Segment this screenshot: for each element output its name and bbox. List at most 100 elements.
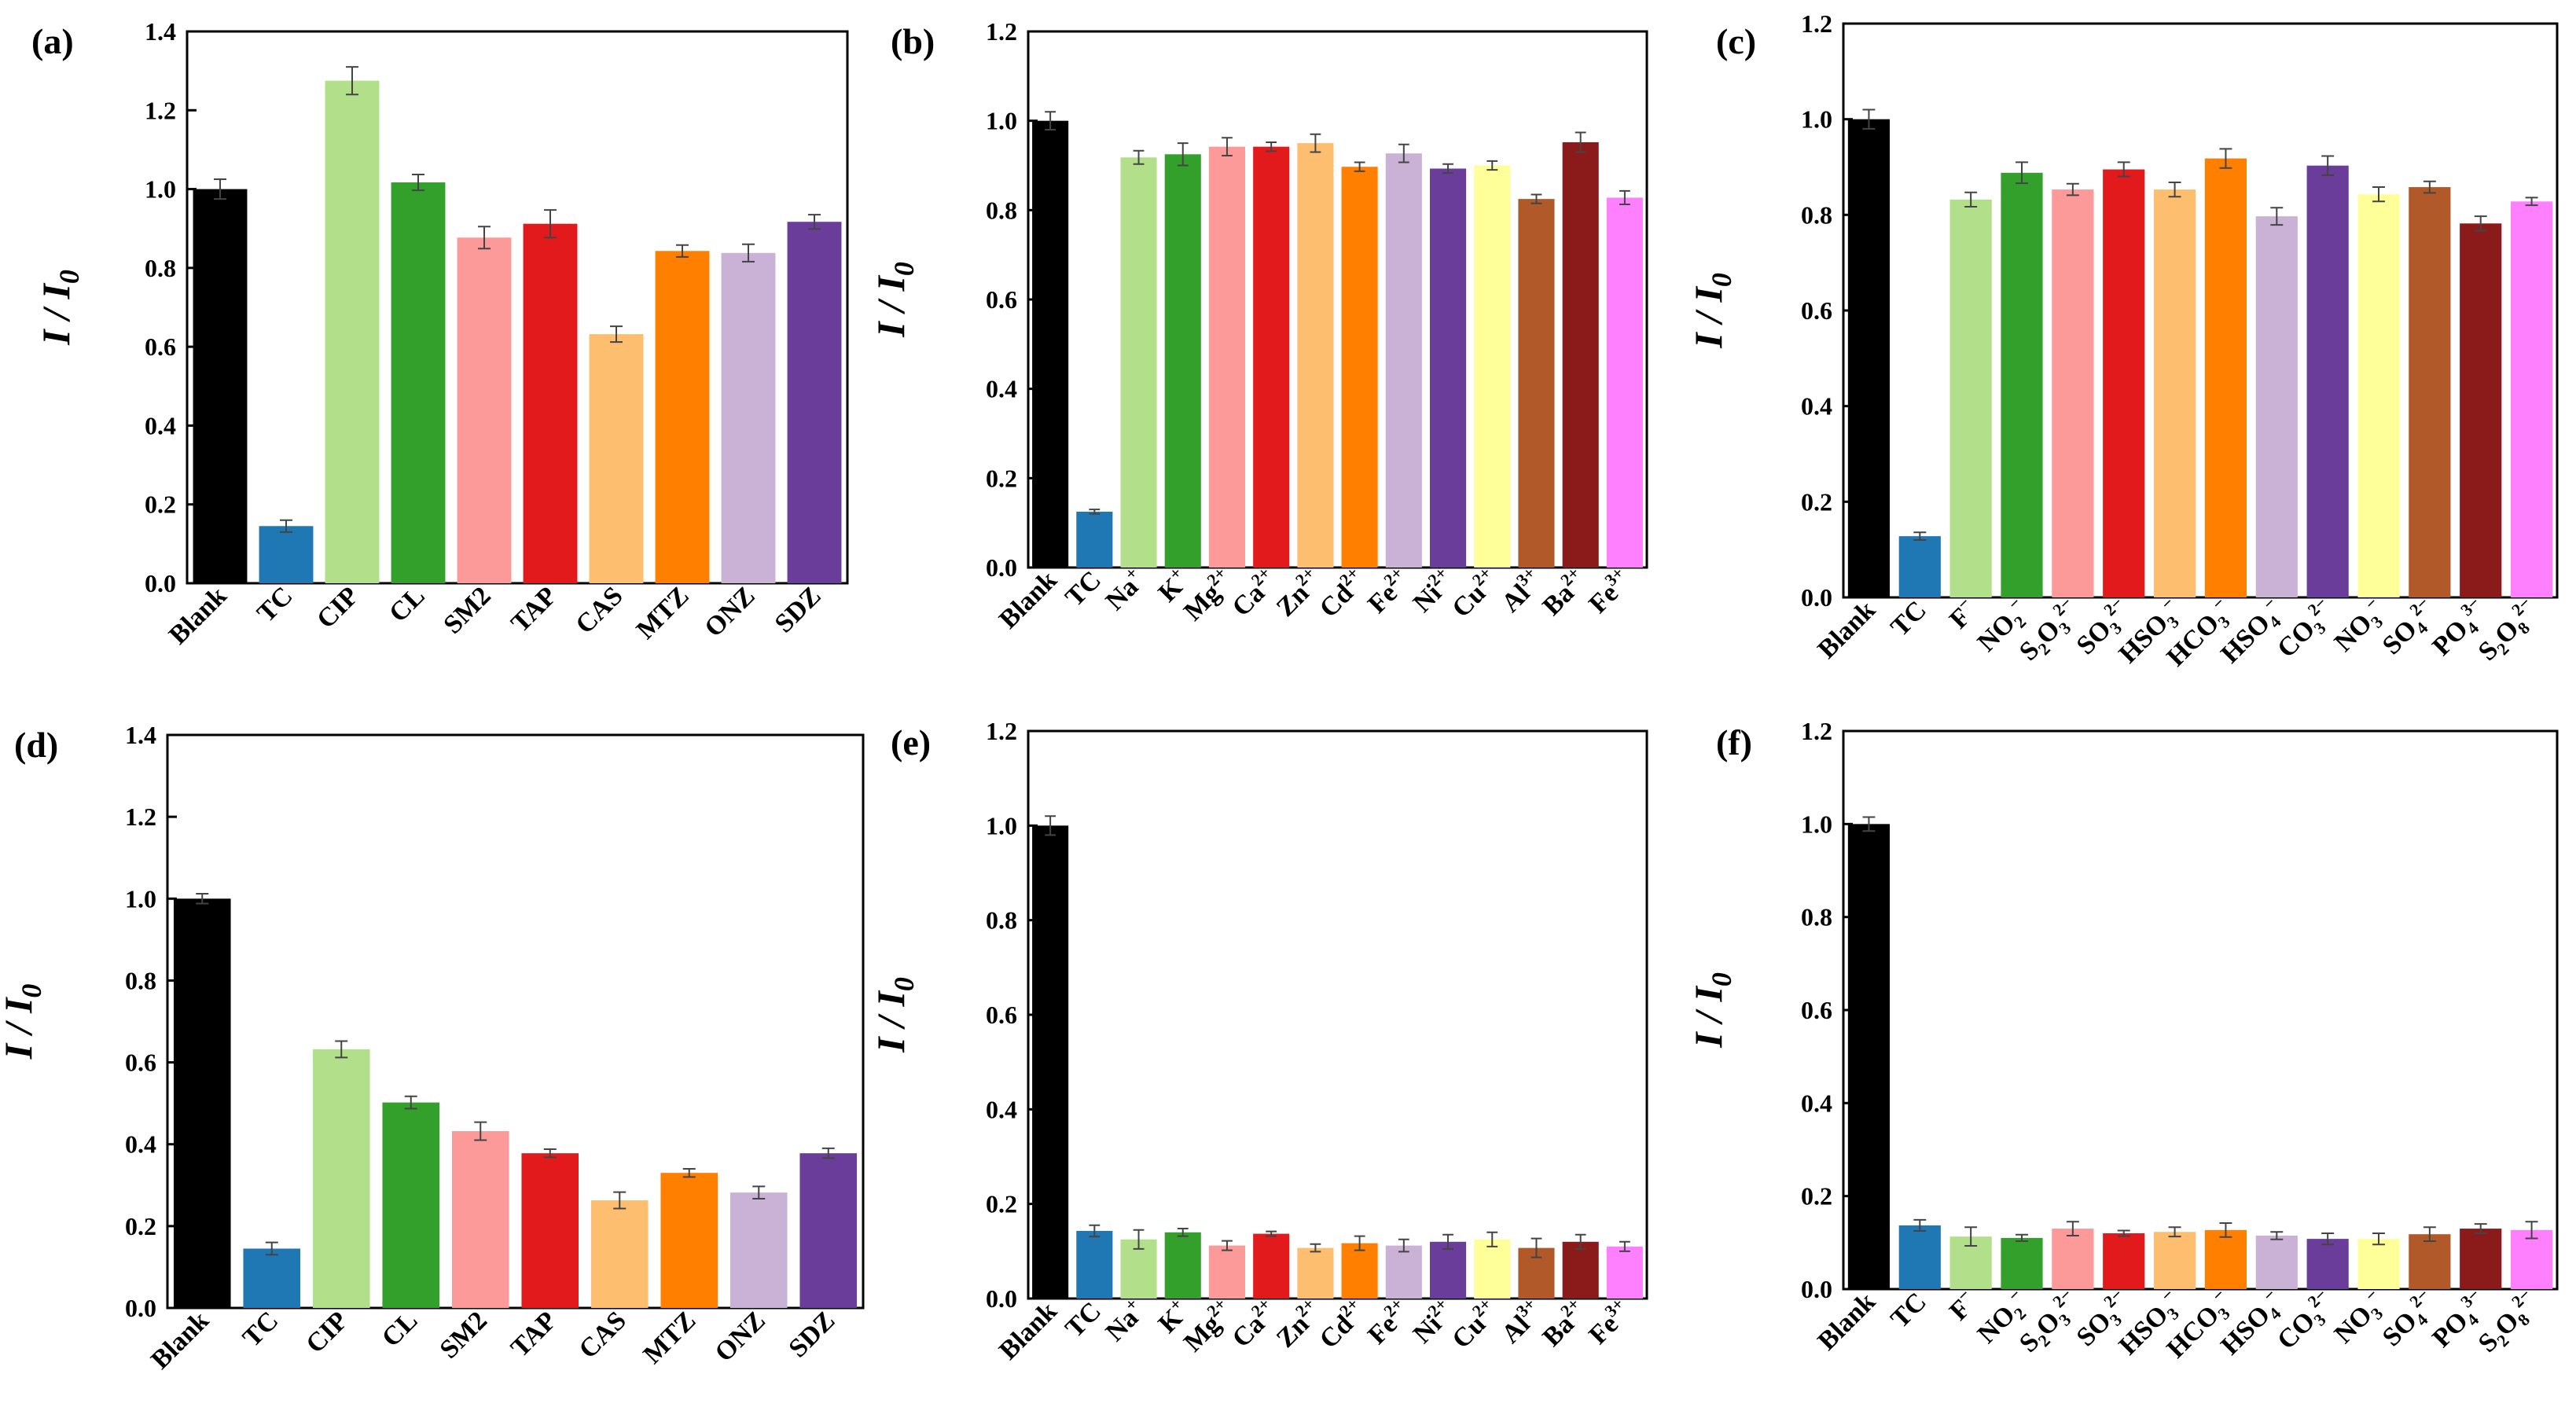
y-axis-label: I / I0 <box>0 984 47 1060</box>
error-bar <box>1045 111 1056 131</box>
error-bar <box>1913 1218 1927 1233</box>
category-label: F− <box>1942 593 1983 634</box>
category-label: SO42− <box>2374 1284 2445 1355</box>
bar-al <box>1518 199 1555 568</box>
error-bar <box>1133 1229 1145 1250</box>
error-bar <box>335 1040 348 1059</box>
y-tick-label: 0.4 <box>145 411 176 439</box>
bar-tc <box>1076 511 1113 568</box>
error-bar <box>214 178 226 200</box>
category-label: Ni2+ <box>1405 563 1460 618</box>
category-label: Fe3+ <box>1581 563 1637 619</box>
category-label: MTZ <box>638 1306 701 1369</box>
bar-fe <box>1385 153 1422 568</box>
y-tick-label: 0.2 <box>125 1212 156 1240</box>
error-bar <box>1133 149 1145 165</box>
y-tick-label: 0.8 <box>1801 200 1832 229</box>
y-tick-label: 0.4 <box>986 375 1017 403</box>
error-bar <box>2117 161 2130 178</box>
y-tick-label: 1.0 <box>986 811 1017 839</box>
bar-cd <box>1341 167 1378 568</box>
category-label: Ni2+ <box>1405 1294 1460 1349</box>
bar-po <box>2460 223 2502 597</box>
error-bar <box>404 1095 417 1110</box>
plot-frame <box>1027 729 1648 1300</box>
bar-co <box>2306 1239 2349 1289</box>
y-axis-label: I / I0 <box>869 262 920 338</box>
y-tick-label: 0.8 <box>145 254 176 282</box>
bar-onz <box>721 252 776 583</box>
bar-blank <box>1032 120 1069 568</box>
bar-mtz <box>655 251 710 583</box>
bar-hso <box>2255 1235 2298 1289</box>
y-tick-label: 0.0 <box>986 1284 1017 1313</box>
error-bar <box>1310 133 1321 153</box>
category-label: Fe2+ <box>1360 563 1417 619</box>
error-bar <box>1177 142 1189 167</box>
error-bar <box>1354 161 1365 172</box>
bar-so <box>2409 187 2451 598</box>
bar-s <box>2052 1229 2094 1289</box>
bar-hco <box>2204 158 2247 598</box>
y-tick-label: 1.0 <box>145 175 176 204</box>
bar-tc <box>1898 536 1941 597</box>
y-tick-label: 0.2 <box>986 1190 1017 1218</box>
y-tick-label: 0.4 <box>1801 1089 1832 1117</box>
error-bar <box>1964 191 1978 208</box>
error-bar <box>1913 531 1927 541</box>
error-bar <box>2219 1221 2232 1238</box>
y-axis-label: I / I0 <box>1686 972 1737 1049</box>
y-tick-label: 0.8 <box>125 966 156 994</box>
category-label: Cu2+ <box>1444 563 1505 623</box>
error-bar <box>1442 163 1453 174</box>
error-bar <box>2372 186 2385 203</box>
y-tick-label: 0.2 <box>1801 1182 1832 1210</box>
category-label: TC <box>252 581 299 628</box>
bar-blank <box>1032 825 1069 1299</box>
error-bar <box>2321 1233 2335 1246</box>
category-label: CIP <box>300 1306 354 1359</box>
error-bar <box>196 893 209 905</box>
panel-e: 0.00.20.40.60.81.01.2(e)I / I0BlankTCNa+… <box>869 717 1648 1365</box>
category-label: TC <box>1885 595 1932 642</box>
bar-no <box>2001 172 2043 598</box>
bar-cu <box>1474 1239 1511 1299</box>
category-label: Na+ <box>1097 1294 1151 1347</box>
y-tick-label: 1.4 <box>125 721 156 749</box>
category-label: Ca2+ <box>1224 1294 1284 1354</box>
bar-hso <box>2153 189 2196 597</box>
bar-mg <box>1208 146 1246 568</box>
bar-cl <box>382 1102 440 1308</box>
bar-mtz <box>660 1173 718 1308</box>
error-bar <box>2066 1221 2079 1236</box>
bar-so <box>2103 169 2145 597</box>
bar-tc <box>1076 1230 1113 1299</box>
category-label: TC <box>1060 1296 1107 1343</box>
category-label: TAP <box>505 581 562 637</box>
category-label: CIP <box>311 581 365 634</box>
y-tick-label: 0.0 <box>1801 583 1832 612</box>
bar-sm2 <box>457 237 512 583</box>
error-bar <box>1398 1238 1409 1253</box>
error-bar <box>1964 1226 1978 1247</box>
bar-no <box>2357 1239 2400 1289</box>
error-bar <box>2474 1223 2487 1234</box>
bar-blank <box>193 189 248 584</box>
category-label: Cu2+ <box>1444 1294 1505 1354</box>
plot-frame <box>1842 729 2559 1291</box>
y-tick-label: 1.0 <box>1801 105 1832 134</box>
bar-f <box>1949 199 1992 597</box>
category-label: CL <box>377 1306 424 1353</box>
category-label: ONZ <box>710 1306 771 1367</box>
y-tick-label: 0.8 <box>986 906 1017 935</box>
y-tick-label: 0.2 <box>145 490 176 519</box>
error-bar <box>821 1147 835 1159</box>
bar-tap <box>521 1153 579 1308</box>
bar-tc <box>259 526 314 583</box>
y-tick-label: 1.2 <box>986 17 1017 46</box>
error-bar <box>2270 207 2284 226</box>
bar-s <box>2510 1229 2553 1289</box>
